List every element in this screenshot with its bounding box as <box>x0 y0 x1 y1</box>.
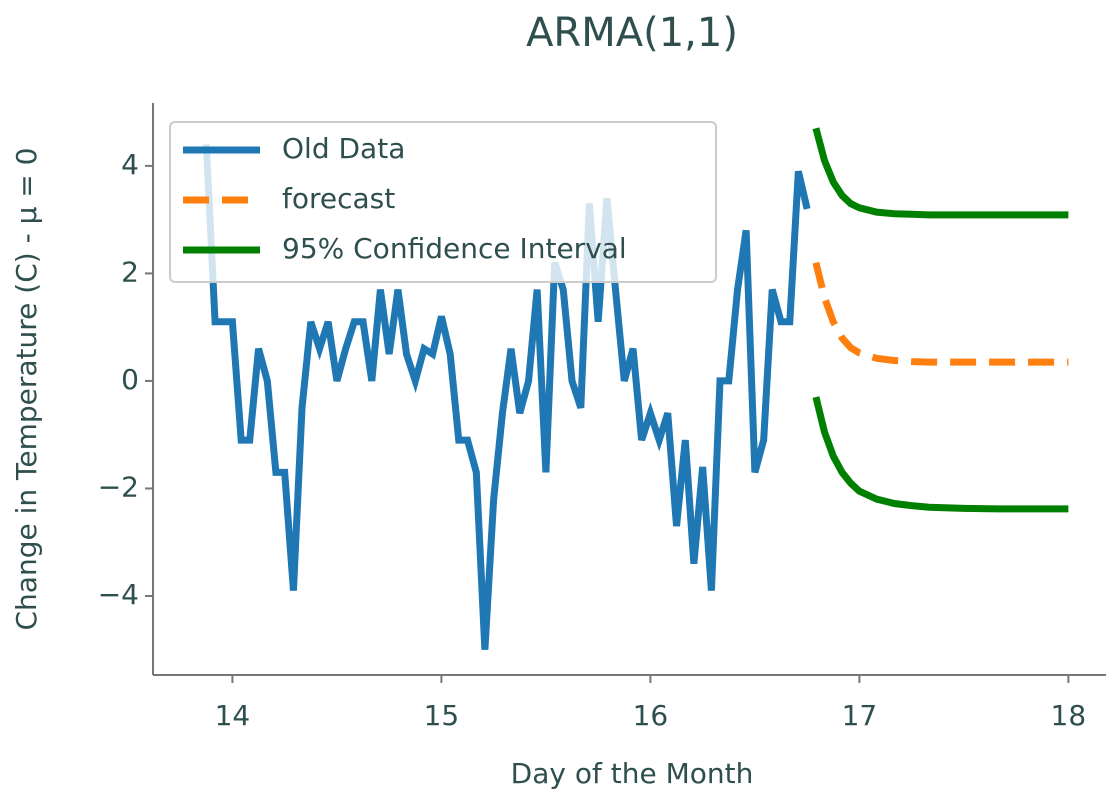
y-tick-label: −2 <box>98 470 139 503</box>
legend-label: forecast <box>282 182 395 215</box>
y-tick-label: −4 <box>98 578 139 611</box>
legend-box <box>169 121 717 283</box>
legend-label: 95% Confidence Interval <box>282 232 627 265</box>
series-line <box>812 396 1069 513</box>
legend-label: Old Data <box>282 132 405 165</box>
x-tick-label: 16 <box>633 699 669 732</box>
x-tick-label: 17 <box>842 699 878 732</box>
y-tick-label: 0 <box>121 363 139 396</box>
x-axis-label: Day of the Month <box>511 757 754 790</box>
y-tick-label: 2 <box>121 255 139 288</box>
series-line <box>812 127 1069 219</box>
y-axis-label: Change in Temperature (C) - μ = 0 <box>10 148 43 631</box>
series-line <box>812 261 1069 366</box>
x-tick-label: 18 <box>1051 699 1087 732</box>
chart-title: ARMA(1,1) <box>526 10 738 56</box>
series-line <box>202 144 811 650</box>
x-tick-label: 14 <box>215 699 251 732</box>
y-tick-label: 4 <box>121 148 139 181</box>
x-tick-label: 15 <box>424 699 460 732</box>
